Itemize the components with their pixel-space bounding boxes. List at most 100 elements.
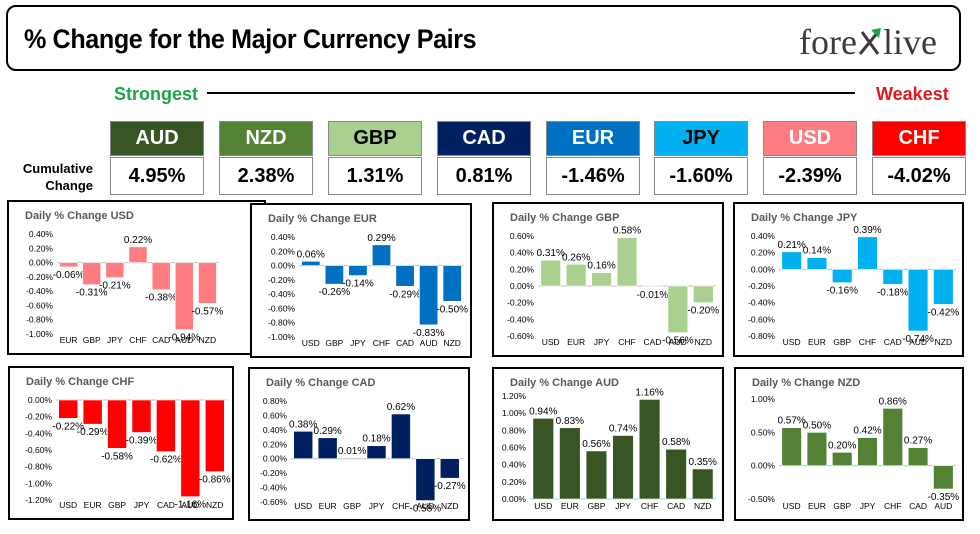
chart-svg-aud: Daily % Change AUD 1.20% 1.00% 0.80% 0.60% 0.… [502, 377, 717, 511]
bar-chf [372, 244, 391, 266]
bar-gbp [324, 265, 344, 285]
y-tick-label: -0.20% [25, 412, 52, 422]
chart-panel-aud: Daily % Change AUD 1.20% 1.00% 0.80% 0.60% 0.… [492, 367, 724, 521]
currency-header-chf: CHF [872, 121, 966, 156]
cumulative-change-label: Cumulative Change [22, 161, 93, 193]
bar-eur [565, 264, 587, 287]
bar-usd [781, 427, 802, 466]
x-tick-label: GBP [83, 335, 101, 345]
y-tick-label: -0.20% [748, 281, 775, 291]
x-tick-label: CAD [396, 338, 414, 348]
bar-eur [806, 257, 828, 270]
x-tick-label: NZD [694, 501, 711, 511]
currency-value-gbp: 1.31% [328, 157, 422, 195]
data-label: 0.56% [582, 439, 610, 450]
bar-usd [301, 260, 321, 266]
y-tick-label: 1.00% [751, 394, 776, 404]
chart-svg-eur: Daily % Change EUR 0.40% 0.20% 0.00% -0.20% -… [268, 213, 468, 348]
x-tick-label: GBP [325, 338, 343, 348]
chart-title: Daily % Change CHF [26, 376, 134, 388]
y-tick-label: 0.00% [28, 395, 53, 405]
x-tick-label: CHF [129, 335, 146, 345]
y-tick-label: -0.80% [268, 318, 295, 328]
data-label: -0.42% [928, 307, 960, 318]
bar-usd [532, 418, 554, 500]
x-tick-label: JPY [134, 500, 150, 510]
x-tick-label: NZD [441, 501, 458, 511]
bar-cad [907, 447, 929, 466]
y-tick-label: 0.20% [510, 264, 535, 274]
data-label: -0.58% [410, 504, 442, 515]
data-label: 0.94% [529, 406, 557, 417]
chart-svg-usd: Daily % Change USD0.40%0.20%0.00%-0.20%-… [25, 210, 224, 345]
data-label: 0.01% [338, 446, 366, 457]
bar-usd [58, 399, 79, 419]
y-tick-label: 0.20% [263, 439, 288, 449]
y-tick-label: -1.00% [25, 478, 52, 488]
forexlive-logo: fore live [799, 22, 937, 62]
x-tick-label: EUR [567, 337, 585, 347]
currency-value-aud: 4.95% [110, 157, 204, 195]
bar-aud [174, 262, 194, 331]
y-tick-label: 0.50% [751, 427, 776, 437]
x-tick-label: GBP [833, 501, 851, 511]
x-tick-label: EUR [319, 501, 337, 511]
x-tick-label: NZD [199, 335, 216, 345]
x-tick-label: CHF [859, 337, 876, 347]
data-label: -0.18% [877, 287, 909, 298]
data-label: 0.21% [777, 240, 805, 251]
bar-eur [559, 427, 581, 500]
data-label: -0.20% [687, 306, 719, 317]
y-tick-label: 0.80% [263, 396, 288, 406]
y-tick-label: -0.80% [25, 462, 52, 472]
data-label: -0.57% [192, 306, 224, 317]
x-tick-label: AUD [909, 337, 927, 347]
chart-title: Daily % Change AUD [510, 377, 619, 389]
bar-nzd [693, 285, 714, 303]
x-tick-label: USD [542, 337, 560, 347]
chart-svg-jpy: Daily % Change JPY 0.40% 0.20% 0.00% -0.20% -… [748, 212, 960, 347]
x-tick-label: CAD [909, 501, 927, 511]
data-label: 0.86% [879, 396, 907, 407]
x-tick-label: JPY [594, 337, 610, 347]
x-tick-label: EUR [561, 501, 579, 511]
bar-nzd [204, 399, 225, 472]
chart-title: Daily % Change CAD [266, 377, 375, 389]
x-tick-label: AUD [420, 338, 438, 348]
currency-value-jpy: -1.60% [654, 157, 748, 195]
y-tick-label: -0.20% [268, 275, 295, 285]
y-tick-label: 0.00% [510, 281, 535, 291]
y-tick-label: -1.00% [26, 329, 53, 339]
data-label: 0.35% [689, 457, 717, 468]
bar-nzd [439, 458, 460, 479]
x-tick-label: CHF [641, 501, 658, 511]
data-label: 0.16% [587, 261, 615, 272]
bar-jpy [591, 272, 612, 287]
data-label: 0.14% [803, 246, 831, 257]
data-label: 0.29% [367, 233, 395, 244]
chart-panel-cad: Daily % Change CAD 0.80% 0.60% 0.40% 0.20% 0.… [248, 367, 470, 521]
currency-header-gbp: GBP [328, 121, 422, 156]
data-label: 0.83% [556, 416, 584, 427]
bar-usd [293, 430, 314, 460]
x-tick-label: JPY [860, 501, 876, 511]
data-label: -0.29% [77, 427, 109, 438]
y-tick-label: -0.40% [260, 483, 287, 493]
x-tick-label: USD [294, 501, 312, 511]
bar-eur [82, 399, 103, 425]
x-tick-label: NZD [695, 337, 712, 347]
x-tick-label: CHF [884, 501, 901, 511]
y-tick-label: 0.00% [502, 494, 527, 504]
y-tick-label: 0.40% [502, 460, 527, 470]
chart-title: Daily % Change EUR [268, 213, 377, 225]
x-tick-label: AUD [181, 500, 199, 510]
data-label: -0.22% [52, 421, 84, 432]
data-label: -0.39% [126, 436, 158, 447]
bar-aud [419, 265, 439, 326]
data-label: -0.01% [637, 290, 669, 301]
y-tick-label: -0.20% [26, 272, 53, 282]
y-tick-label: -0.60% [260, 497, 287, 507]
currency-header-nzd: NZD [219, 121, 313, 156]
bar-cad [151, 262, 171, 291]
data-label: 0.27% [904, 436, 932, 447]
